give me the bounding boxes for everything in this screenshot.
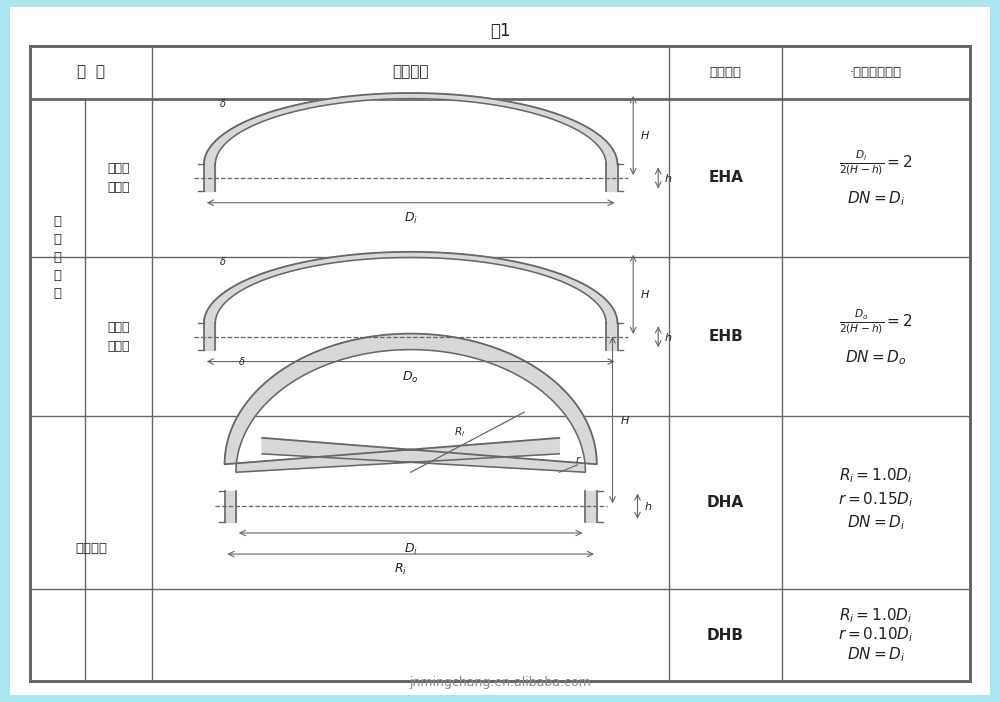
Text: 断面形状: 断面形状 (392, 65, 429, 79)
Text: $DN=D_i$: $DN=D_i$ (847, 513, 905, 531)
Polygon shape (606, 324, 618, 350)
Text: $H$: $H$ (640, 289, 650, 300)
Text: $r=0.15D_i$: $r=0.15D_i$ (838, 490, 914, 508)
Polygon shape (225, 333, 597, 472)
Text: $h$: $h$ (644, 501, 652, 512)
Text: DHB: DHB (707, 628, 744, 642)
Text: $R_i=1.0D_i$: $R_i=1.0D_i$ (839, 467, 913, 485)
Text: ·型式参数关系: ·型式参数关系 (850, 65, 902, 79)
Text: $r$: $r$ (575, 454, 582, 465)
Text: 表1: 表1 (490, 22, 510, 41)
Polygon shape (606, 164, 618, 192)
Text: $R_i$: $R_i$ (454, 425, 466, 439)
Text: $\frac{D_i}{2(H-h)}=2$: $\frac{D_i}{2(H-h)}=2$ (839, 148, 913, 177)
Text: 碟形封头: 碟形封头 (75, 542, 107, 555)
Text: $R_i=1.0D_i$: $R_i=1.0D_i$ (839, 606, 913, 625)
Text: $h$: $h$ (664, 172, 672, 184)
Polygon shape (204, 93, 618, 164)
Text: $\frac{D_o}{2(H-h)}=2$: $\frac{D_o}{2(H-h)}=2$ (839, 307, 913, 336)
Text: $DN=D_i$: $DN=D_i$ (847, 645, 905, 664)
Text: 椭
圆
形
封
头: 椭 圆 形 封 头 (53, 215, 61, 300)
Text: $H$: $H$ (640, 129, 650, 142)
Polygon shape (204, 252, 618, 324)
Text: $DN=D_i$: $DN=D_i$ (847, 190, 905, 208)
Text: jnmingchang.en.alibaba.com: jnmingchang.en.alibaba.com (409, 676, 591, 689)
Text: $R_i$: $R_i$ (394, 562, 407, 577)
Polygon shape (204, 164, 215, 192)
Text: 以外径
为基准: 以外径 为基准 (107, 321, 130, 353)
Text: $h$: $h$ (664, 331, 672, 343)
Text: 名  称: 名 称 (77, 65, 105, 79)
Text: DHA: DHA (707, 495, 744, 510)
Text: $D_o$: $D_o$ (402, 370, 419, 385)
Text: $\delta$: $\delta$ (238, 355, 246, 367)
Text: 以内径
为基准: 以内径 为基准 (107, 162, 130, 194)
Polygon shape (225, 491, 236, 522)
Text: $D_i$: $D_i$ (404, 211, 418, 226)
Text: $\delta$: $\delta$ (219, 256, 226, 267)
Text: EHB: EHB (708, 329, 743, 344)
Text: $r=0.10D_i$: $r=0.10D_i$ (838, 625, 914, 644)
Polygon shape (585, 491, 597, 522)
Text: 类型代号: 类型代号 (710, 65, 742, 79)
Text: EHA: EHA (708, 171, 743, 185)
Polygon shape (204, 324, 215, 350)
Text: $\delta$: $\delta$ (219, 96, 226, 109)
Text: $DN=D_o$: $DN=D_o$ (845, 348, 907, 367)
Text: $D_i$: $D_i$ (404, 541, 418, 557)
Text: $H$: $H$ (620, 414, 630, 426)
